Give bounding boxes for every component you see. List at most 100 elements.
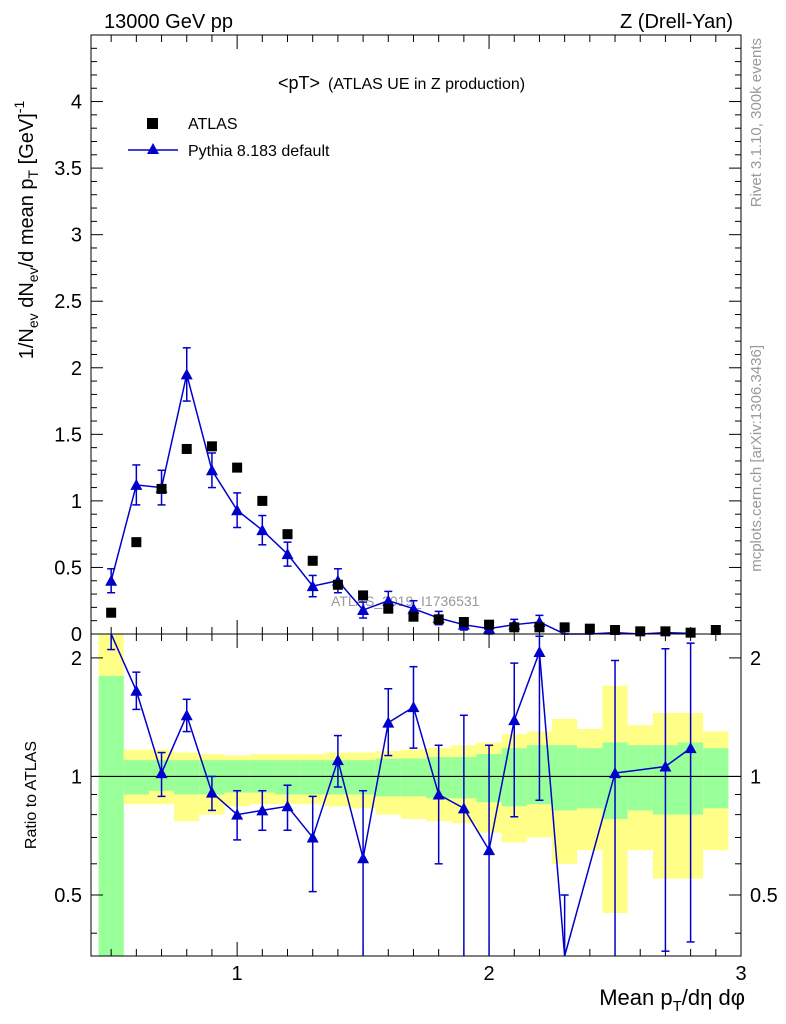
ratio-panel: 0.5 0.5 1 1 2 2 1 2 3 Ratio to ATLAS Mean pT/dη…: [23, 633, 778, 1015]
ratio-marker: [684, 742, 697, 754]
ratio-band-inner: [375, 758, 401, 797]
mc-marker: [281, 548, 294, 560]
ratio-marker: [130, 684, 143, 696]
ratio-marker: [281, 800, 294, 812]
header-left: 13000 GeV pp: [104, 11, 233, 33]
mc-marker: [256, 524, 269, 536]
atlas-marker: [458, 617, 469, 628]
atlas-marker: [206, 441, 217, 452]
mc-marker: [105, 574, 118, 586]
main-y-tick-label: 2.5: [54, 291, 82, 313]
main-y-tick-label: 1.5: [54, 424, 82, 446]
ratio-band-inner: [350, 760, 376, 795]
mc-marker: [205, 464, 218, 476]
main-y-ticks: 0 0.5 1 1.5 2 2.5 3 3.5 4: [54, 34, 741, 646]
main-subtitle: (ATLAS UE in Z production): [328, 76, 525, 93]
rivet-label: Rivet 3.1.10, 300k events: [748, 38, 765, 207]
x-axis-label: Mean pT/dη dφ: [599, 985, 745, 1015]
main-title: <pT>: [278, 73, 320, 93]
ratio-y-tick-label: 0.5: [54, 885, 82, 907]
ratio-band-inner: [300, 760, 326, 795]
atlas-marker: [156, 483, 167, 494]
ratio-marker: [407, 701, 420, 713]
ratio-band-inner: [577, 748, 603, 809]
ratio-plot-area: [90, 633, 742, 957]
ratio-band-inner: [400, 758, 427, 797]
ratio-marker: [231, 808, 244, 820]
main-y-tick-label: 4: [71, 92, 82, 114]
atlas-marker: [106, 607, 117, 618]
mc-marker: [357, 604, 370, 616]
ratio-band-inner: [627, 745, 653, 811]
atlas-marker: [307, 555, 318, 566]
ratio-marker: [357, 852, 370, 864]
ratio-y-tick-label-right: 2: [750, 648, 761, 670]
legend: ATLAS Pythia 8.183 default: [128, 116, 330, 160]
analysis-watermark: ATLAS_2019_I1736531: [331, 593, 480, 609]
ratio-frame: [90, 633, 742, 957]
main-y-tick-label: 1: [71, 491, 82, 513]
ratio-marker: [508, 714, 521, 726]
ratio-y-tick-label-right: 0.5: [750, 885, 778, 907]
ratio-line: [110, 633, 692, 957]
ratio-error-bars: [107, 634, 695, 956]
atlas-marker: [534, 622, 545, 633]
atlas-marker: [660, 626, 671, 637]
ratio-band-inner: [123, 760, 149, 795]
atlas-markers: [106, 441, 721, 638]
atlas-marker: [257, 495, 268, 506]
ratio-y-tick-label-right: 1: [750, 766, 761, 788]
ratio-marker: [306, 831, 319, 843]
ratio-band-inner: [703, 748, 729, 809]
atlas-marker: [685, 627, 696, 638]
mc-error-bars: [107, 347, 695, 635]
ratio-marker: [180, 709, 193, 721]
ratio-markers: [130, 646, 697, 864]
mcplots-label: mcplots.cern.ch [arXiv:1306.3436]: [748, 345, 765, 572]
atlas-marker: [383, 603, 394, 614]
mc-marker: [180, 368, 193, 380]
ratio-y-ticks: 0.5 0.5 1 1 2 2: [54, 648, 778, 934]
ratio-y-axis-label: Ratio to ATLAS: [23, 741, 40, 849]
ratio-band-inner: [98, 675, 124, 956]
atlas-marker: [408, 611, 419, 622]
ratio-y-tick-label: 2: [71, 648, 82, 670]
main-y-tick-label: 0: [71, 624, 82, 646]
mc-marker: [306, 580, 319, 592]
ratio-marker: [205, 786, 218, 798]
ratio-band-inner: [552, 745, 578, 811]
atlas-marker: [509, 622, 520, 633]
legend-mc-label: Pythia 8.183 default: [188, 143, 330, 160]
ratio-marker: [483, 844, 496, 856]
header-right: Z (Drell-Yan): [620, 11, 733, 33]
legend-atlas-marker: [147, 118, 158, 129]
mc-marker: [382, 594, 395, 606]
ratio-y-tick-label: 1: [71, 766, 82, 788]
ratio-marker: [331, 754, 344, 766]
atlas-marker: [610, 625, 621, 636]
legend-mc-marker: [147, 143, 159, 154]
atlas-marker: [559, 622, 570, 633]
x-tick-label: 3: [735, 963, 746, 985]
ratio-marker: [457, 802, 470, 814]
main-y-axis-label: 1/Nev dNev/d mean pT [GeV]-1: [11, 101, 41, 360]
ratio-line-group: [110, 633, 692, 957]
ratio-marker: [155, 767, 168, 779]
atlas-marker: [131, 537, 142, 548]
legend-atlas-label: ATLAS: [188, 116, 238, 133]
ratio-marker: [382, 716, 395, 728]
main-y-tick-label: 2: [71, 358, 82, 380]
atlas-marker: [232, 462, 243, 473]
ratio-marker: [256, 804, 269, 816]
atlas-marker: [282, 529, 293, 540]
main-y-tick-label: 0.5: [54, 557, 82, 579]
atlas-marker: [584, 623, 595, 634]
mc-marker: [407, 602, 420, 614]
mc-marker: [130, 478, 143, 490]
main-y-tick-label: 3.5: [54, 158, 82, 180]
ratio-marker: [533, 646, 546, 658]
ratio-marker: [609, 767, 622, 779]
main-y-tick-label: 3: [71, 225, 82, 247]
main-panel: <pT> (ATLAS UE in Z production) ATLAS_20…: [11, 34, 742, 646]
